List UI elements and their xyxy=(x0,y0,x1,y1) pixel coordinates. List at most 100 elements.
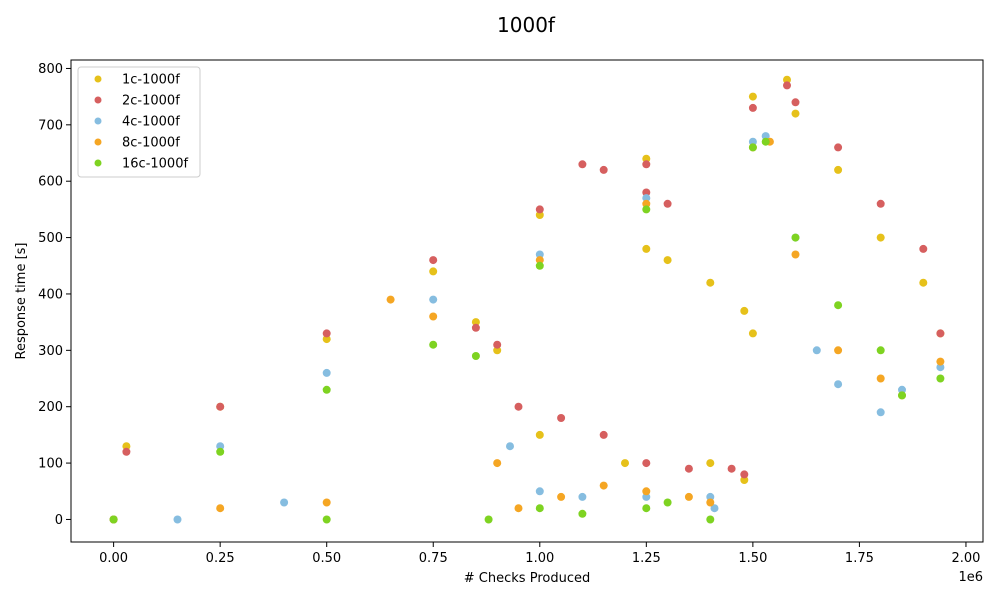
point-16c-1000f-19 xyxy=(706,515,715,524)
y-tick-label: 600 xyxy=(38,175,63,190)
point-4c-1000f-17 xyxy=(642,492,651,501)
legend: 1c-1000f 2c-1000f 4c-1000f 8c-1000f 16c-1000… xyxy=(77,66,201,178)
point-4c-1000f-15 xyxy=(535,487,544,496)
point-4c-1000f-9 xyxy=(812,346,821,355)
point-16c-1000f-16 xyxy=(578,509,587,518)
point-4c-1000f-18 xyxy=(706,492,715,501)
series-8c-1000f xyxy=(109,137,945,524)
legend-marker-4c-1000f xyxy=(94,117,102,125)
point-8c-1000f-10 xyxy=(876,374,885,383)
series-16c-1000f xyxy=(109,137,945,524)
series-2c-1000f xyxy=(109,81,945,524)
point-16c-1000f-20 xyxy=(322,515,331,524)
legend-label-2c-1000f: 2c-1000f xyxy=(122,94,180,109)
axes-frame xyxy=(70,59,984,543)
point-2c-1000f-9 xyxy=(791,98,800,107)
point-16c-1000f-13 xyxy=(898,391,906,400)
point-16c-1000f-9 xyxy=(761,137,770,146)
point-2c-1000f-10 xyxy=(834,143,843,152)
plot-area xyxy=(109,75,945,524)
x-axis: 0.00 0.25 0.50 0.75 1.00 1.25 1.50 1.75 2.00 xyxy=(99,542,980,566)
y-tick-label: 800 xyxy=(38,62,63,77)
point-4c-1000f-4 xyxy=(535,250,544,259)
point-2c-1000f-7 xyxy=(748,103,757,112)
point-2c-1000f-13 xyxy=(936,329,945,338)
point-2c-1000f-12 xyxy=(919,244,928,253)
legend-marker-1c-1000f xyxy=(94,75,102,83)
point-1c-1000f-17 xyxy=(740,306,749,315)
x-axis-label: # Checks Produced xyxy=(464,571,590,586)
series-1c-1000f xyxy=(109,75,945,524)
point-8c-1000f-16 xyxy=(599,481,608,490)
point-2c-1000f-20 xyxy=(514,402,523,411)
point-1c-1000f-9 xyxy=(791,109,800,118)
point-16c-1000f-15 xyxy=(535,504,544,513)
legend-marker-2c-1000f xyxy=(94,96,102,104)
point-2c-1000f-21 xyxy=(557,414,566,422)
point-16c-1000f-2 xyxy=(322,385,331,394)
point-8c-1000f-20 xyxy=(386,295,395,304)
point-16c-1000f-3 xyxy=(429,340,438,349)
x-tick-label: 0.00 xyxy=(99,551,128,566)
point-1c-1000f-3 xyxy=(322,335,331,344)
point-4c-1000f-19 xyxy=(710,504,719,513)
point-8c-1000f-3 xyxy=(429,312,438,321)
point-4c-1000f-14 xyxy=(506,442,514,451)
point-2c-1000f-2 xyxy=(216,402,225,411)
x-tick-label: 2.00 xyxy=(951,551,980,566)
point-1c-1000f-19 xyxy=(535,430,544,439)
point-2c-1000f-1 xyxy=(122,447,131,456)
point-2c-1000f-23 xyxy=(642,459,651,468)
point-1c-1000f-22 xyxy=(740,476,749,484)
point-1c-1000f-7 xyxy=(748,92,757,101)
point-1c-1000f-8 xyxy=(783,75,791,84)
point-2c-1000f-14 xyxy=(578,160,587,169)
x-tick-label: 1.00 xyxy=(525,551,554,566)
y-tick-label: 300 xyxy=(38,344,63,359)
point-1c-1000f-10 xyxy=(834,165,843,174)
y-tick-label: 0 xyxy=(55,513,63,528)
point-8c-1000f-9 xyxy=(834,346,843,355)
y-tick-label: 500 xyxy=(38,231,63,246)
y-tick-label: 200 xyxy=(38,400,63,415)
legend-label-8c-1000f: 8c-1000f xyxy=(122,136,180,151)
point-1c-1000f-6 xyxy=(642,154,651,163)
point-8c-1000f-17 xyxy=(642,487,651,496)
point-1c-1000f-24 xyxy=(493,346,502,355)
point-2c-1000f-26 xyxy=(740,470,749,479)
point-1c-1000f-4 xyxy=(429,267,438,276)
point-4c-1000f-6 xyxy=(748,137,757,146)
point-8c-1000f-18 xyxy=(684,492,693,501)
point-8c-1000f-19 xyxy=(706,498,715,507)
point-2c-1000f-18 xyxy=(471,323,480,332)
point-8c-1000f-2 xyxy=(322,498,331,507)
point-2c-1000f-15 xyxy=(599,165,608,174)
point-16c-1000f-0 xyxy=(109,515,118,524)
legend-marker-8c-1000f xyxy=(94,138,102,146)
point-2c-1000f-25 xyxy=(727,464,736,473)
x-tick-label: 0.50 xyxy=(312,551,341,566)
y-tick-label: 100 xyxy=(38,457,63,472)
point-16c-1000f-17 xyxy=(642,504,651,513)
point-4c-1000f-13 xyxy=(936,363,945,372)
legend-frame xyxy=(77,66,201,178)
point-2c-1000f-3 xyxy=(322,329,331,338)
point-4c-1000f-5 xyxy=(642,194,651,203)
x-tick-label: 1.75 xyxy=(845,551,874,566)
point-4c-1000f-1 xyxy=(216,442,225,451)
point-1c-1000f-16 xyxy=(706,278,715,287)
x-tick-label: 0.25 xyxy=(206,551,235,566)
point-4c-1000f-12 xyxy=(898,385,906,394)
point-16c-1000f-11 xyxy=(834,301,843,310)
point-16c-1000f-10 xyxy=(791,233,800,242)
y-tick-label: 700 xyxy=(38,118,63,133)
point-16c-1000f-5 xyxy=(484,515,493,524)
point-16c-1000f-18 xyxy=(663,498,672,507)
legend-label-16c-1000f: 16c-1000f xyxy=(122,157,188,172)
y-tick-label: 400 xyxy=(38,287,63,302)
point-1c-1000f-1 xyxy=(122,442,131,451)
point-4c-1000f-3 xyxy=(429,295,438,304)
point-2c-1000f-8 xyxy=(783,81,791,90)
point-1c-1000f-14 xyxy=(642,244,651,253)
point-16c-1000f-8 xyxy=(748,143,757,152)
